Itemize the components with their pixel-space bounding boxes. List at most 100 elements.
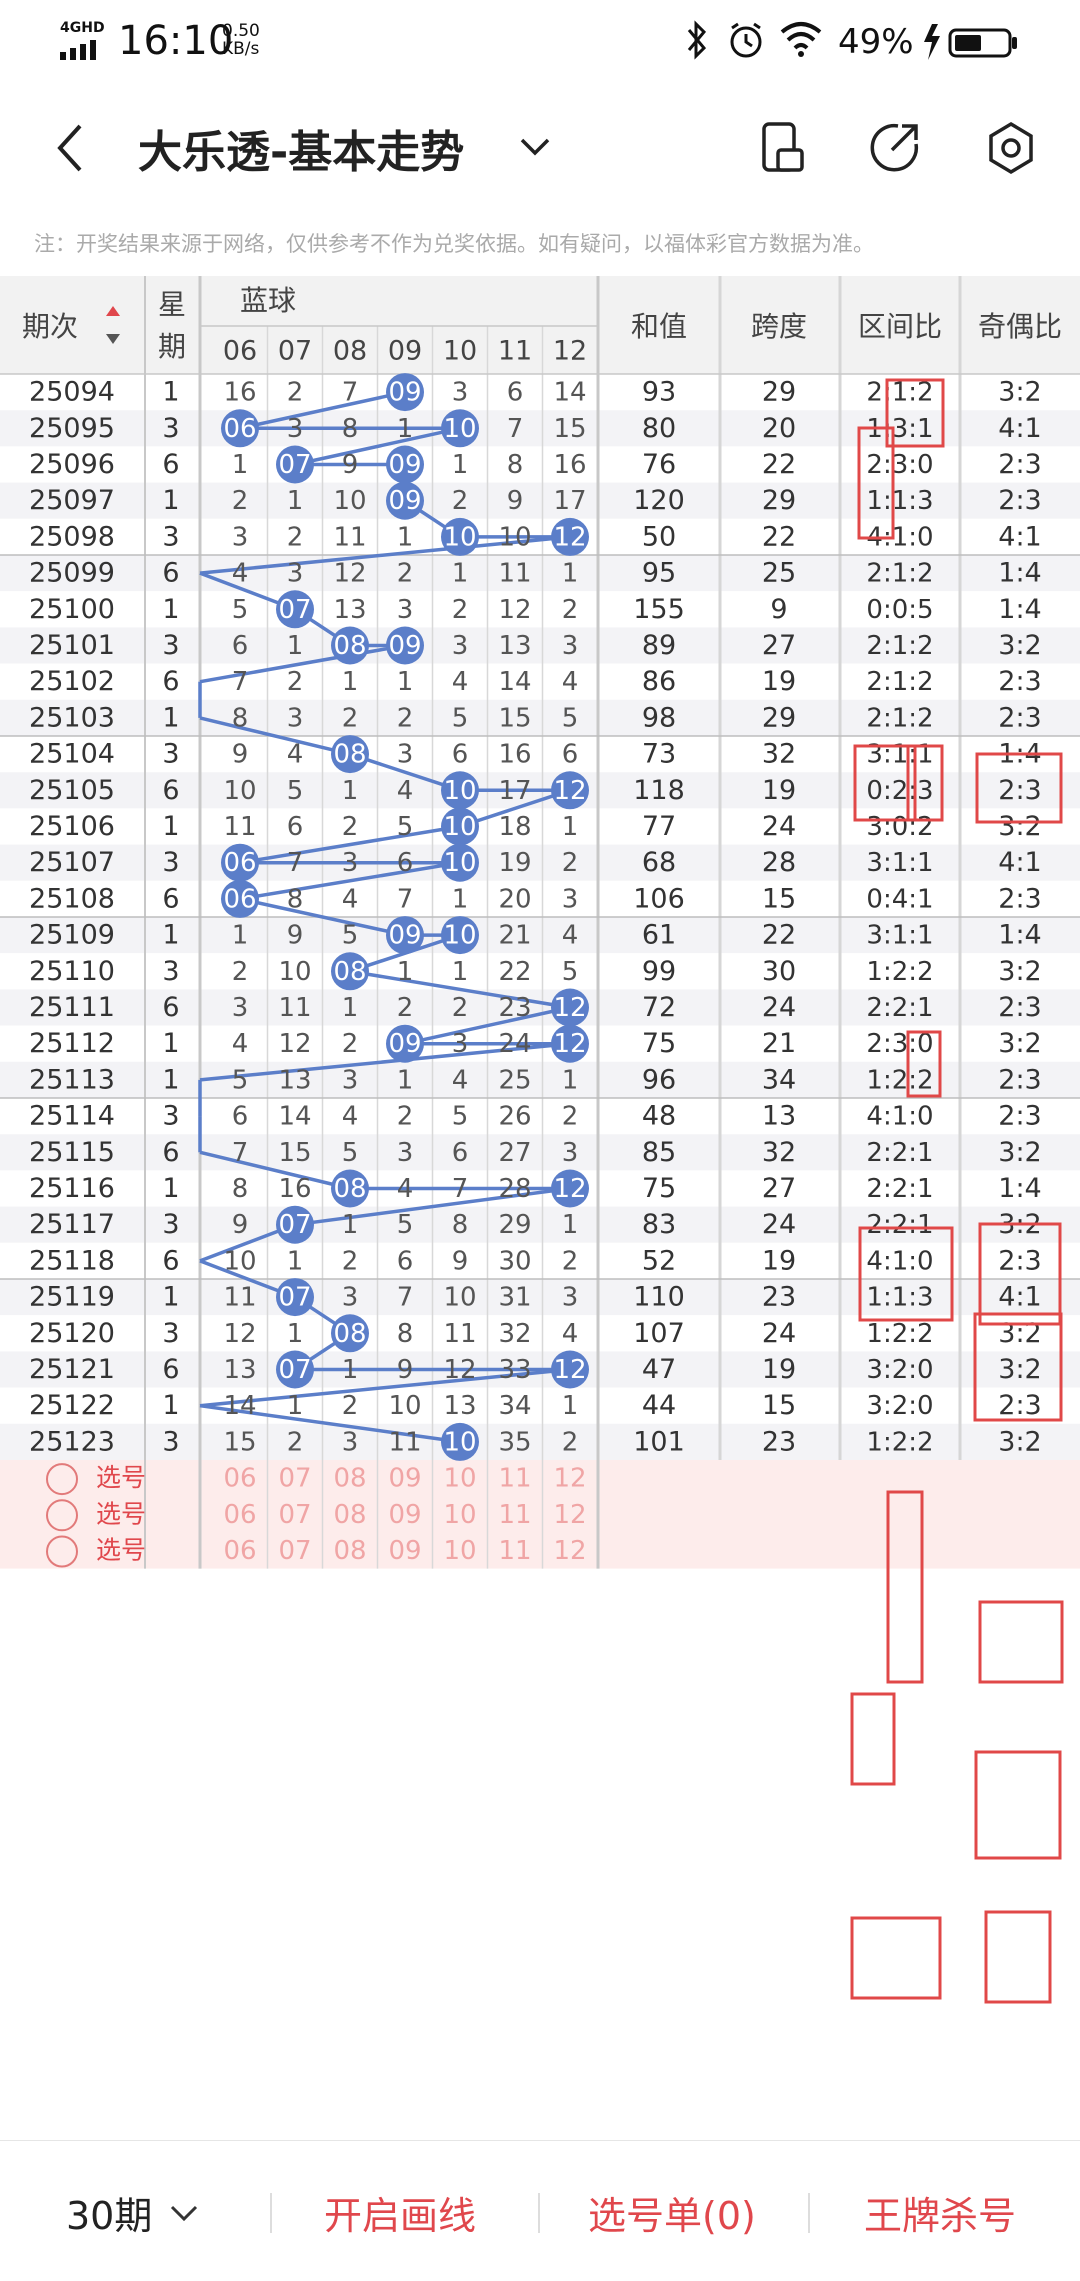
pick-number-07[interactable]: 07 [278, 1536, 311, 1566]
pick-number-10[interactable]: 10 [443, 1500, 476, 1530]
odd-even-ratio-cell: 3:2 [998, 1426, 1041, 1457]
settings-icon[interactable] [984, 120, 1038, 176]
pick-number-10[interactable]: 10 [443, 1464, 476, 1494]
period-cell: 25102 [29, 666, 115, 697]
miss-count-cell: 8 [232, 1174, 249, 1204]
page-title[interactable]: 大乐透-基本走势 [138, 127, 465, 178]
blue-ball-hit [441, 843, 479, 882]
pick-number-12[interactable]: 12 [553, 1500, 586, 1530]
span-cell: 25 [762, 558, 796, 589]
pick-number-12[interactable]: 12 [553, 1536, 586, 1566]
miss-count-cell: 17 [553, 486, 586, 516]
share-icon[interactable] [868, 120, 922, 174]
trend-line [459, 788, 571, 829]
blue-ball-number: 10 [443, 1427, 476, 1457]
chevron-down-icon[interactable] [518, 134, 552, 158]
odd-even-ratio-cell: 3:2 [998, 956, 1041, 987]
pick-row-label[interactable]: 选号 [96, 1536, 146, 1565]
pick-number-11[interactable]: 11 [498, 1500, 531, 1530]
miss-count-cell: 7 [507, 414, 524, 444]
interval-ratio-cell: 1:1:3 [866, 486, 933, 516]
kill-numbers-button[interactable]: 王牌杀号 [864, 2194, 1017, 2238]
miss-count-cell: 34 [498, 1391, 531, 1421]
divider [270, 2193, 272, 2233]
miss-count-cell: 12 [333, 559, 366, 589]
bluetooth-icon [687, 20, 707, 60]
pick-number-07[interactable]: 07 [278, 1464, 311, 1494]
pick-radio-icon[interactable] [46, 1499, 78, 1532]
pick-number-09[interactable]: 09 [388, 1464, 421, 1494]
miss-count-cell: 2 [287, 667, 304, 697]
miss-count-cell: 1 [287, 486, 304, 516]
blue-ball-number: 10 [443, 812, 476, 842]
phone-icon[interactable] [760, 120, 806, 176]
sum-cell: 95 [642, 558, 676, 589]
annotation-box [857, 426, 895, 540]
pick-number-09[interactable]: 09 [388, 1536, 421, 1566]
sum-cell: 47 [642, 1354, 676, 1385]
miss-count-cell: 5 [342, 921, 359, 951]
annotation-box [973, 1312, 1063, 1422]
pick-row-label[interactable]: 选号 [96, 1499, 146, 1528]
sum-cell: 52 [642, 1245, 676, 1276]
pick-number-11[interactable]: 11 [498, 1536, 531, 1566]
period-select[interactable]: 30期 [66, 2194, 153, 2238]
weekday-cell: 6 [162, 883, 179, 914]
miss-count-cell: 3 [342, 1283, 359, 1313]
pick-number-09[interactable]: 09 [388, 1500, 421, 1530]
miss-count-cell: 1 [232, 450, 249, 480]
period-chevron-icon[interactable] [168, 2203, 200, 2225]
draw-line-button[interactable]: 开启画线 [324, 2194, 477, 2238]
miss-count-cell: 33 [498, 1355, 531, 1385]
header-number-06: 06 [223, 336, 257, 367]
pick-radio-icon[interactable] [46, 1463, 78, 1496]
back-arrow-icon[interactable] [50, 120, 90, 176]
blue-ball-number: 08 [333, 1319, 366, 1349]
miss-count-cell: 7 [452, 1174, 469, 1204]
pick-radio-icon[interactable] [46, 1535, 78, 1568]
blue-ball-hit [276, 445, 314, 484]
miss-count-cell: 6 [397, 1246, 414, 1276]
speed-unit: KB/s [222, 39, 260, 59]
pick-number-08[interactable]: 08 [333, 1536, 366, 1566]
period-cell: 25101 [29, 630, 115, 661]
pick-number-11[interactable]: 11 [498, 1464, 531, 1494]
trend-line [199, 1403, 461, 1444]
blue-ball-hit [386, 1024, 424, 1063]
pick-number-10[interactable]: 10 [443, 1536, 476, 1566]
odd-even-ratio-cell: 4:1 [998, 413, 1041, 444]
annotation-box [885, 378, 945, 448]
blue-ball-hit [551, 771, 589, 810]
miss-count-cell: 14 [498, 667, 531, 697]
pick-number-12[interactable]: 12 [553, 1464, 586, 1494]
pick-number-07[interactable]: 07 [278, 1500, 311, 1530]
miss-count-cell: 4 [452, 667, 469, 697]
pick-number-06[interactable]: 06 [223, 1464, 256, 1494]
wifi-icon [780, 22, 822, 57]
interval-ratio-cell: 2:1:2 [866, 559, 933, 589]
sum-cell: 72 [642, 992, 676, 1023]
battery-percent: 49% [838, 22, 914, 62]
blue-ball-number: 09 [388, 450, 421, 480]
sort-down-icon[interactable] [106, 334, 120, 344]
header-interval-ratio: 区间比 [858, 310, 942, 343]
miss-count-cell: 10 [388, 1391, 421, 1421]
pick-number-08[interactable]: 08 [333, 1500, 366, 1530]
sort-up-icon[interactable] [106, 306, 120, 316]
pick-number-08[interactable]: 08 [333, 1464, 366, 1494]
pick-list-button[interactable]: 选号单(0) [588, 2194, 756, 2238]
pick-number-06[interactable]: 06 [223, 1500, 256, 1530]
span-cell: 29 [762, 377, 796, 408]
sum-cell: 44 [642, 1390, 676, 1421]
pick-row-label[interactable]: 选号 [96, 1463, 146, 1492]
annotation-box [853, 744, 917, 822]
pick-number-06[interactable]: 06 [223, 1536, 256, 1566]
odd-even-ratio-cell: 1:4 [998, 920, 1041, 951]
span-cell: 30 [762, 956, 796, 987]
blue-ball-number: 09 [388, 921, 421, 951]
miss-count-cell: 6 [397, 848, 414, 878]
period-cell: 25108 [29, 883, 115, 914]
header-number-11: 11 [498, 336, 532, 367]
header-weekday: 星 [158, 288, 186, 321]
table-row [0, 555, 1080, 592]
